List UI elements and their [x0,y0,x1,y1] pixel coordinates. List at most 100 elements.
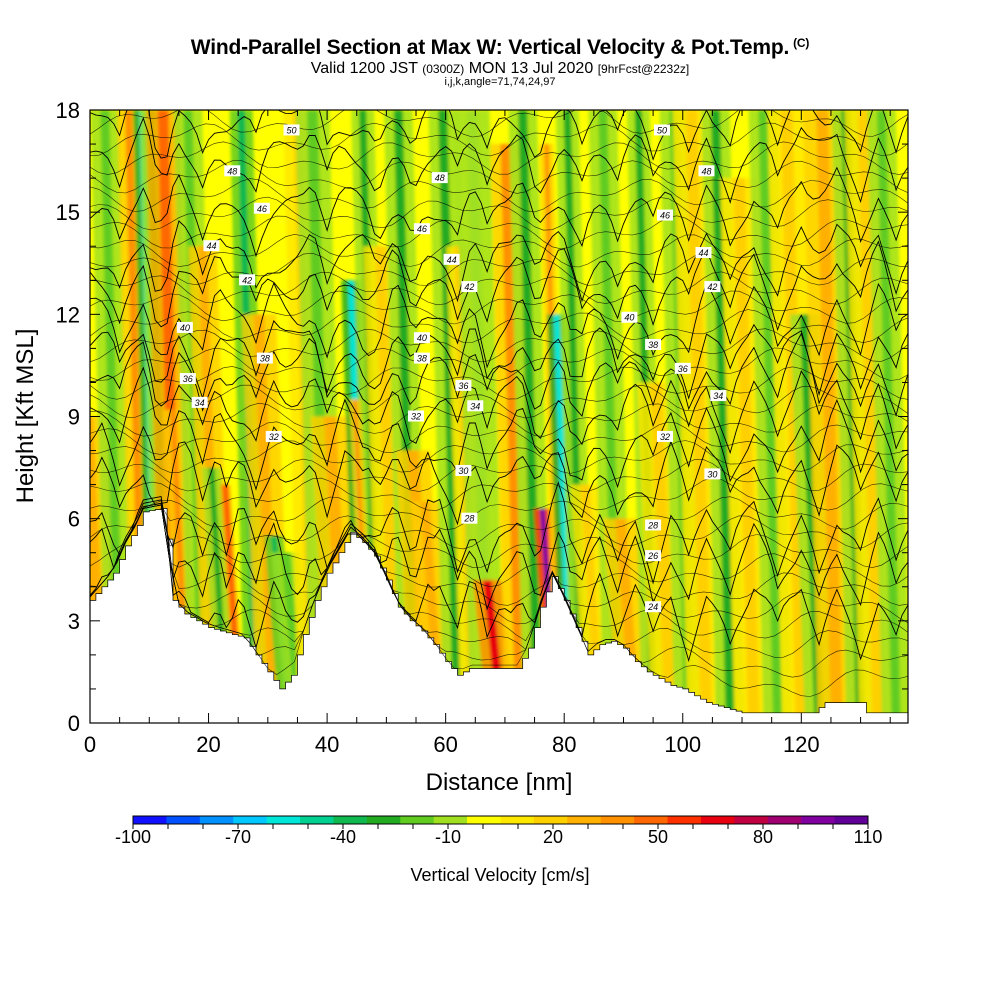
colorbar-swatch [333,816,368,824]
x-tick-label: 80 [552,732,576,757]
contour-label: 34 [470,401,480,411]
theta-contour-36 [90,332,908,417]
theta-contour-40 [90,281,908,369]
y-tick-label: 3 [68,609,80,634]
theta-contour-minor [90,122,908,157]
contour-label-box [413,332,430,344]
velocity-band [650,382,677,723]
colorbar-swatch [199,816,234,824]
contour-label-box [283,124,300,136]
theta-contour-minor [90,233,908,268]
contour-label: 38 [648,340,658,350]
valid-prefix: Valid 1200 JST [310,60,418,77]
contour-label: 30 [458,466,468,476]
theta-contour-minor [90,347,908,381]
y-tick-label: 0 [68,711,80,736]
contour-label-box [413,223,430,235]
theta-contour-46 [90,166,908,258]
colorbar-swatch [233,816,268,824]
colorbar-swatch [801,816,836,824]
x-axis-label: Distance [nm] [426,769,573,796]
contour-label: 30 [707,469,717,479]
colorbar-swatch [400,816,435,824]
contour-label: 34 [713,391,723,401]
contour-label-box [656,430,673,442]
colorbar-tick-label: -100 [115,827,151,847]
contour-label: 48 [227,166,237,176]
theta-contour-minor [90,160,908,194]
chart-title: Wind-Parallel Section at Max W: Vertical… [0,36,1000,60]
theta-contour-labels: 5048464442403836343248464442403836343230… [176,124,727,613]
theta-contour-minor [90,496,908,531]
colorbar-swatch [133,816,167,824]
contour-label: 32 [411,412,421,422]
x-axis: 0 20 40 60 80 100 120 [84,110,891,757]
theta-contour-minor [90,252,908,286]
velocity-band [710,110,735,723]
y-tick-label: 12 [56,302,80,327]
velocity-band [816,110,843,723]
x-tick-label: 60 [433,732,457,757]
theta-contour-minor [90,141,908,175]
contour-label-box [408,410,425,422]
colorbar-swatch [734,816,769,824]
colorbar-swatch [700,816,735,824]
theta-contour-minor [90,504,908,642]
colorbar-tick-label: 20 [543,827,563,847]
colorbar-swatch [600,816,635,824]
colorbar-tick-label: -40 [330,827,356,847]
theta-contour-minor [90,290,908,325]
y-axis-label: Height [Kft MSL] [12,329,39,504]
theta-contour-minor [90,402,908,437]
colorbar-swatch [433,816,468,824]
x-tick-label: 20 [196,732,220,757]
contour-label-box [455,464,472,476]
theta-contour-minor [90,477,908,511]
contour-label: 44 [207,241,217,251]
velocity-band [876,110,901,723]
contour-label-box [461,512,478,524]
x-tick-label: 100 [664,732,701,757]
theta-contours [90,110,908,697]
theta-contour-48 [90,117,908,204]
contour-label: 38 [260,354,270,364]
colorbar-swatch [300,816,334,824]
valid-utc: (0300Z) [422,62,465,76]
contour-label-box [179,373,196,385]
contour-label-box [455,379,472,391]
contour-label: 28 [647,520,658,530]
contour-label-box [256,352,273,364]
contour-label: 40 [624,313,634,323]
field-bands [90,110,908,723]
contour-label: 32 [660,432,670,442]
contour-label: 40 [417,333,427,343]
theta-contour-38 [90,320,908,400]
theta-contour-32 [90,398,908,491]
colorbar-swatch [767,816,802,824]
theta-contour-44 [90,220,908,303]
contour-label: 46 [660,211,670,221]
velocity-band [733,178,760,723]
colorbar-swatch [366,816,401,824]
theta-contour-minor [90,458,908,492]
contour-label: 42 [707,282,717,292]
forecast-info: [9hrFcst@2232z] [597,62,690,76]
theta-contour-28 [90,481,908,585]
theta-contour-minor [90,504,908,658]
grid-params: i,j,k,angle=71,74,24,97 [444,76,556,88]
colorbar-tick-label: -10 [435,827,461,847]
terrain-mask [90,508,908,723]
contour-label: 46 [257,204,267,214]
theta-contour-34 [90,366,908,455]
theta-contour-minor [90,309,908,344]
contour-label-box [239,274,256,286]
theta-contour-minor [90,504,908,568]
velocity-field [90,110,908,723]
y-tick-label: 18 [56,98,80,123]
theta-contour-minor [90,328,908,363]
contour-label-box [645,601,662,613]
colorbar-swatch [533,816,568,824]
contour-label: 36 [183,374,193,384]
contour-label-box [704,468,721,480]
